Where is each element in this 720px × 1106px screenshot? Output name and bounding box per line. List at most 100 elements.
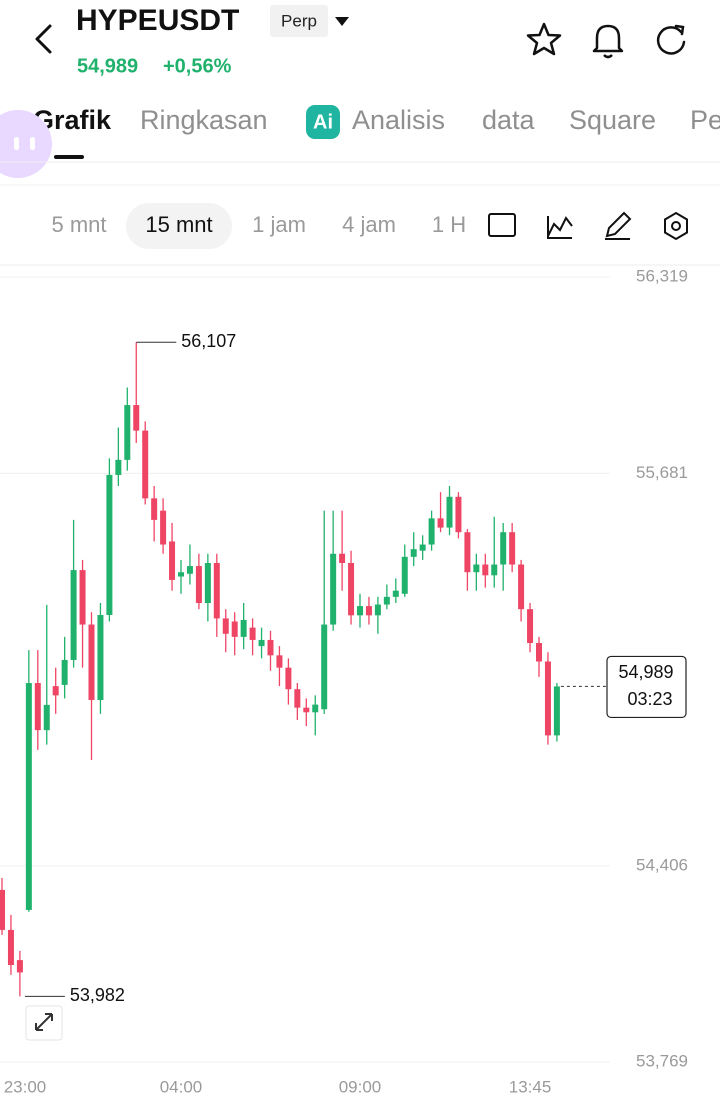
change: +0,56% (163, 55, 232, 77)
timeframe-highlight (126, 203, 232, 249)
candle-body (365, 606, 372, 616)
candle-body (222, 618, 229, 634)
tab-indicator (54, 155, 84, 159)
candle-body (553, 686, 560, 736)
candle-body (536, 643, 542, 662)
candle-body (106, 474, 113, 616)
candle-body (52, 686, 59, 696)
price: 54,989 (77, 55, 138, 77)
candle-body (527, 609, 534, 644)
candle-body (544, 661, 551, 736)
timeframe[interactable]: 4 jam (342, 212, 396, 237)
candle-body (213, 562, 220, 619)
timeframe[interactable]: 5 mnt (51, 212, 106, 237)
candle-body (330, 553, 337, 625)
timeframe[interactable]: 1 H (432, 212, 466, 237)
share-icon[interactable] (656, 24, 686, 55)
candle-body (61, 659, 68, 685)
candle-body (276, 655, 283, 668)
candle-body (294, 689, 301, 708)
candle-body (428, 518, 435, 545)
candle-body (186, 566, 193, 574)
settings-tool[interactable] (664, 211, 688, 241)
expand-icon (35, 1013, 53, 1031)
candle-body (348, 562, 355, 616)
bubble-eye (30, 137, 35, 150)
tab[interactable]: Ringkasan (140, 105, 268, 135)
max-label: 56,107 (181, 331, 236, 351)
alert-icon[interactable] (592, 24, 624, 59)
candle-body (124, 405, 131, 460)
tab[interactable]: Analisis (352, 105, 445, 135)
favorite-icon[interactable] (526, 22, 562, 56)
settings-tool-center (671, 221, 681, 231)
candle-body (392, 590, 399, 597)
back-button[interactable] (35, 24, 52, 54)
candle-body (34, 683, 41, 731)
tab[interactable]: data (482, 105, 536, 135)
candle-body (383, 596, 390, 605)
candle-body (518, 564, 525, 610)
candle-body (312, 704, 319, 713)
timeframe[interactable]: 15 mnt (145, 212, 212, 237)
y-tick-label: 55,681 (636, 463, 688, 482)
candle-body (133, 405, 140, 431)
x-tick-label: 13:45 (509, 1077, 552, 1096)
x-tick-label: 04:00 (160, 1077, 203, 1096)
candle-body (240, 619, 247, 637)
candle-body (473, 564, 480, 573)
timeframe[interactable]: 1 jam (252, 212, 306, 237)
last-price-label: 54,989 (618, 662, 673, 682)
candle-body (25, 683, 32, 910)
candle-body (231, 621, 238, 637)
layout-tool[interactable] (488, 213, 516, 237)
candle-body (79, 570, 86, 625)
floating-bubble[interactable] (0, 110, 52, 178)
candle-body (500, 532, 507, 565)
chart-tools (488, 211, 688, 241)
indicator-tool[interactable] (547, 216, 573, 239)
candle-body (446, 496, 453, 528)
ai-icon (306, 105, 340, 139)
ai-icon-glyph: Ai (313, 111, 333, 133)
candle-body (88, 624, 95, 700)
candle-body (160, 510, 167, 545)
candle-body (204, 562, 211, 604)
candle-body (491, 564, 498, 576)
candle-body (455, 496, 462, 533)
timeframe-bar: 5 mnt 15 mnt 1 jam 4 jam 1 H (51, 203, 466, 249)
candle-body (321, 624, 328, 710)
bubble-eye (14, 137, 19, 150)
candle-body (195, 566, 202, 604)
candle-body (151, 498, 158, 520)
candle-body (249, 627, 256, 640)
candlestick-chart: 56,319 55,681 54,406 53,769 23:00 04:00 09:00 1… (0, 266, 688, 1096)
dropdown-icon[interactable] (335, 17, 349, 26)
candle-body (0, 889, 5, 930)
candle-body (43, 704, 50, 731)
tab[interactable]: Pe (690, 105, 720, 135)
candle-body (410, 549, 417, 557)
candle-body (16, 960, 23, 973)
candle-body (437, 518, 444, 528)
candle-body (482, 564, 489, 576)
draw-tool[interactable] (605, 211, 632, 240)
candle-body (401, 556, 408, 594)
symbol: HYPEUSDT (76, 4, 239, 37)
candle-body (303, 707, 310, 713)
candle-body (357, 606, 363, 616)
badge-bg (270, 5, 328, 37)
candle-body (339, 553, 346, 563)
tab[interactable]: Square (569, 105, 656, 135)
candle-body (142, 430, 149, 499)
candle-body (178, 572, 184, 577)
candle-body (374, 604, 381, 616)
x-tick-label: 09:00 (339, 1077, 382, 1096)
min-label: 53,982 (70, 985, 125, 1005)
candle-body (115, 459, 122, 475)
last-price-box (606, 655, 687, 719)
candle-body (258, 639, 265, 647)
candle-body (285, 667, 292, 690)
